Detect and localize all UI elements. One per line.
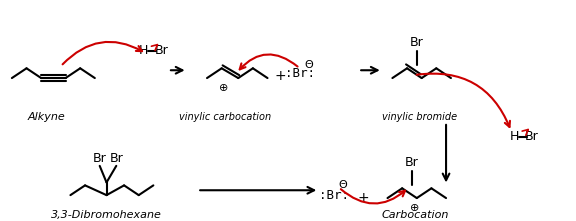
Text: Θ: Θ <box>338 180 347 190</box>
Text: :Br:: :Br: <box>319 189 349 202</box>
Text: vinylic carbocation: vinylic carbocation <box>179 112 271 122</box>
Text: ⊕: ⊕ <box>410 203 419 213</box>
Text: H: H <box>139 44 148 57</box>
Text: Θ: Θ <box>304 60 313 70</box>
Text: Br: Br <box>410 36 424 50</box>
Text: ⊕: ⊕ <box>219 83 228 93</box>
Text: +: + <box>274 69 286 83</box>
Text: Br: Br <box>93 152 107 165</box>
Text: Alkyne: Alkyne <box>27 112 65 122</box>
Text: Br: Br <box>525 130 539 143</box>
Text: H: H <box>510 130 519 143</box>
Text: Br: Br <box>405 156 419 170</box>
Text: vinylic bromide: vinylic bromide <box>382 112 457 122</box>
Text: 3,3-Dibromohexane: 3,3-Dibromohexane <box>51 210 162 220</box>
Text: Br: Br <box>154 44 168 57</box>
Text: Carbocation: Carbocation <box>381 210 449 220</box>
Text: :Br:: :Br: <box>285 67 314 80</box>
Text: +: + <box>357 191 369 205</box>
Text: Br: Br <box>109 152 123 165</box>
